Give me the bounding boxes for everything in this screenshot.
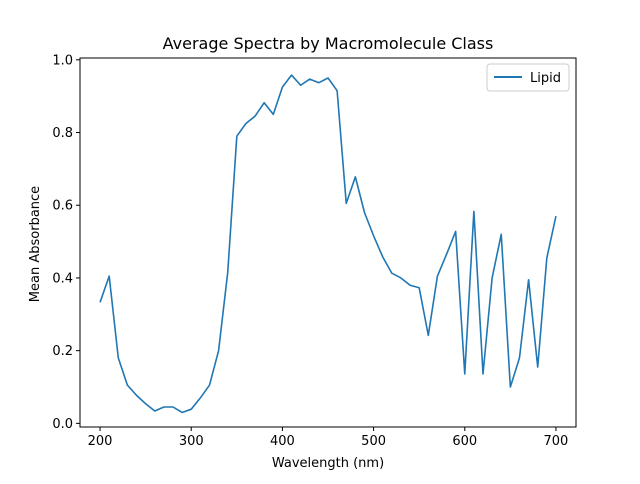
data-point xyxy=(172,406,174,408)
data-point xyxy=(236,135,238,137)
data-point xyxy=(145,403,147,405)
data-point xyxy=(364,212,366,214)
data-point xyxy=(309,78,311,80)
data-point xyxy=(519,357,521,359)
data-point xyxy=(254,115,256,117)
x-tick-label: 300 xyxy=(179,434,204,449)
data-point xyxy=(263,102,265,104)
data-point xyxy=(537,366,539,368)
data-point xyxy=(473,211,475,213)
legend-frame xyxy=(486,63,570,92)
data-point xyxy=(373,235,375,237)
x-tick-label: 500 xyxy=(361,434,386,449)
data-point xyxy=(154,410,156,412)
data-point xyxy=(218,350,220,352)
data-point xyxy=(318,82,320,84)
axes: 200 300 400 500 600 700 0.0 0.2 0.4 0.6 0.8 1.0 xyxy=(52,53,577,449)
data-point xyxy=(555,215,557,217)
series-line-lipid xyxy=(99,74,557,414)
data-point xyxy=(509,386,511,388)
data-point xyxy=(354,176,356,178)
y-tick-label: 0.4 xyxy=(52,271,73,286)
data-point xyxy=(391,272,393,274)
y-tick-label: 1.0 xyxy=(52,53,73,68)
chart-title: Average Spectra by Macromolecule Class xyxy=(163,34,494,53)
data-point xyxy=(482,373,484,375)
data-point xyxy=(437,275,439,277)
data-point xyxy=(455,231,457,233)
data-point xyxy=(282,86,284,88)
y-tick-label: 0.0 xyxy=(52,417,73,432)
data-point xyxy=(163,406,165,408)
data-point xyxy=(199,397,201,399)
data-point xyxy=(291,74,293,76)
data-point xyxy=(400,277,402,279)
data-point xyxy=(382,256,384,258)
x-tick-label: 400 xyxy=(270,434,295,449)
x-tick-label: 700 xyxy=(544,434,569,449)
data-point xyxy=(418,287,420,289)
data-point xyxy=(500,233,502,235)
data-point xyxy=(491,277,493,279)
legend-label-lipid: Lipid xyxy=(530,71,561,86)
data-point xyxy=(227,272,229,274)
plot-area xyxy=(99,74,557,414)
y-tick-label: 0.8 xyxy=(52,126,73,141)
data-point xyxy=(336,90,338,92)
y-tick-label: 0.2 xyxy=(52,344,73,359)
data-point xyxy=(528,279,530,281)
data-point xyxy=(209,384,211,386)
y-axis-label: Mean Absorbance xyxy=(28,186,43,302)
data-point xyxy=(446,253,448,255)
x-axis-label: Wavelength (nm) xyxy=(272,456,384,471)
data-point xyxy=(245,123,247,125)
data-point xyxy=(327,77,329,79)
data-point xyxy=(108,275,110,277)
data-point xyxy=(427,334,429,336)
data-point xyxy=(409,284,411,286)
data-point xyxy=(464,373,466,375)
legend: Lipid xyxy=(486,63,570,92)
plot-frame xyxy=(79,57,577,428)
data-point xyxy=(127,384,129,386)
data-point xyxy=(272,113,274,115)
data-point xyxy=(117,357,119,359)
data-point xyxy=(181,412,183,414)
data-point xyxy=(99,301,101,303)
x-tick-label: 200 xyxy=(88,434,113,449)
data-point xyxy=(300,84,302,86)
data-point xyxy=(190,408,192,410)
data-point xyxy=(345,203,347,205)
y-tick-label: 0.6 xyxy=(52,199,73,214)
data-point xyxy=(136,394,138,396)
data-point xyxy=(546,257,548,259)
x-tick-label: 600 xyxy=(452,434,477,449)
